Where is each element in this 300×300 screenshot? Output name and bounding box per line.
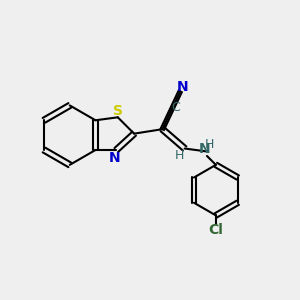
Text: Cl: Cl: [208, 223, 223, 237]
Text: C: C: [171, 101, 179, 114]
Text: H: H: [175, 149, 184, 162]
Text: N: N: [109, 151, 121, 165]
Text: H: H: [205, 138, 214, 152]
Text: N: N: [177, 80, 188, 94]
Text: S: S: [113, 104, 123, 118]
Text: N: N: [199, 142, 210, 156]
